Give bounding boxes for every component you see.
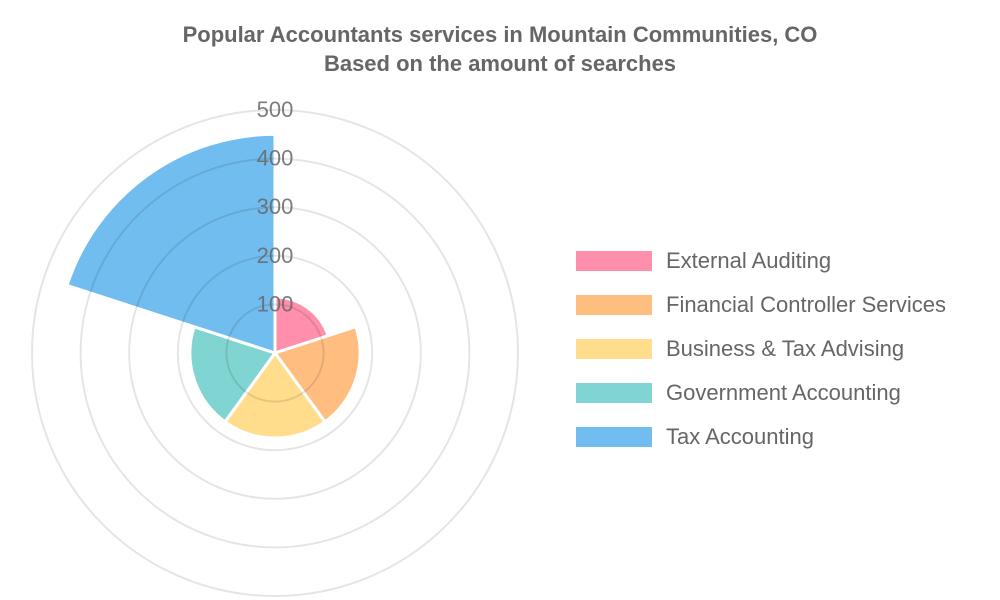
wedge-business-tax-advising (222, 350, 328, 440)
chart-title: Popular Accountants services in Mountain… (182, 22, 818, 47)
legend-swatch (576, 339, 652, 359)
chart-title-block: Popular Accountants services in Mountain… (0, 20, 1000, 78)
legend-swatch (576, 295, 652, 315)
legend-label: Financial Controller Services (666, 292, 946, 317)
legend-label: External Auditing (666, 248, 832, 273)
wedge-tax-accounting (65, 132, 277, 356)
legend-swatch (576, 427, 652, 447)
wedge-government-accounting (188, 324, 278, 424)
grid-ring-100 (225, 303, 325, 403)
tick-label-500: 500 (257, 97, 294, 122)
chart-subtitle: Based on the amount of searches (323, 51, 677, 76)
grid-ring-200 (176, 254, 374, 452)
tick-label-200: 200 (257, 243, 294, 268)
grid-ring-500 (31, 109, 519, 597)
tick-label-300: 300 (257, 194, 294, 219)
legend-label: Government Accounting (666, 380, 901, 405)
tick-label-100: 100 (257, 291, 294, 316)
legend-swatch (576, 383, 652, 403)
legend-label: Tax Accounting (666, 424, 814, 449)
grid-ring-400 (79, 157, 471, 549)
legend-label: Business & Tax Advising (666, 336, 905, 361)
wedge-financial-controller-services (272, 324, 362, 424)
grid-ring-300 (128, 206, 422, 500)
tick-label-400: 400 (257, 146, 294, 171)
legend-swatch (576, 251, 652, 271)
